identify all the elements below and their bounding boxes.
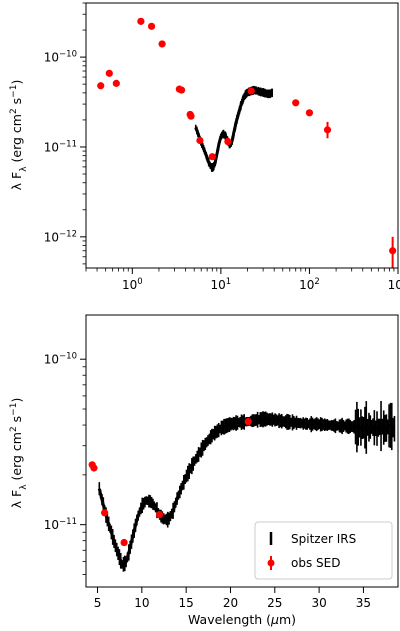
legend-entry-obs: obs SED bbox=[267, 556, 340, 570]
obs-sed-point bbox=[389, 247, 397, 255]
obs-sed-point bbox=[147, 22, 156, 30]
obs-sed-point bbox=[177, 86, 186, 94]
obs-sed-point bbox=[244, 417, 252, 426]
bottom-y-axis-label: λ Fλ (erg cm2 s−1) bbox=[9, 398, 29, 509]
legend-irs-label: Spitzer IRS bbox=[291, 532, 356, 546]
plot-area bbox=[88, 400, 396, 572]
bottom-tick-marks bbox=[80, 358, 364, 593]
obs-sed-point bbox=[137, 17, 145, 25]
tick-label: 5 bbox=[94, 596, 102, 610]
tick-label: 100 bbox=[122, 277, 143, 292]
tick-label: 30 bbox=[311, 596, 326, 610]
bottom-y-tick-labels: 10−10 10−11 bbox=[44, 352, 77, 532]
tick-label: 102 bbox=[299, 277, 320, 292]
bottom-plot-frame bbox=[85, 314, 399, 588]
obs-sed-point bbox=[97, 82, 105, 90]
obs-sed-point bbox=[196, 136, 204, 145]
tick-label: 10−10 bbox=[44, 352, 77, 367]
top-plot-frame bbox=[85, 2, 399, 269]
obs-sed-point bbox=[112, 79, 120, 87]
bottom-plot-marks bbox=[88, 400, 396, 572]
obs-sed-point bbox=[158, 40, 166, 48]
obs-sed-point bbox=[305, 109, 314, 117]
obs-sed-point bbox=[224, 137, 232, 146]
legend-box bbox=[254, 521, 393, 580]
bottom-x-tick-labels: 5 10 15 20 25 30 35 bbox=[94, 596, 371, 610]
obs-sed-point bbox=[292, 99, 300, 107]
top-y-axis-label: λ Fλ (erg cm2 s−1) bbox=[9, 80, 29, 191]
obs-sed-point bbox=[155, 511, 164, 519]
tick-label: 15 bbox=[179, 596, 194, 610]
irs-linear-panel: 5 10 15 20 25 30 35 10−10 10−11 λ Fλ (erg cm2 s… bbox=[9, 314, 399, 627]
tick-label: 10−10 bbox=[44, 50, 77, 65]
tick-label: 10 bbox=[134, 596, 149, 610]
obs-sed-point bbox=[208, 153, 216, 161]
legend-obs-label: obs SED bbox=[291, 556, 340, 570]
tick-label: 25 bbox=[267, 596, 282, 610]
sed-log-panel: 100 101 102 103 10−10 10−11 10−12 λ Fλ (erg c… bbox=[9, 2, 400, 292]
obs-sed-point bbox=[187, 112, 195, 120]
tick-label: 10−11 bbox=[44, 517, 77, 532]
obs-sed-point bbox=[323, 126, 332, 134]
tick-label: 101 bbox=[211, 277, 232, 292]
top-plot-marks bbox=[97, 17, 397, 268]
tick-label: 10−12 bbox=[44, 229, 77, 244]
tick-label: 103 bbox=[388, 277, 400, 292]
plot-area bbox=[97, 17, 397, 268]
obs-sed-point bbox=[120, 538, 128, 547]
top-tick-marks bbox=[80, 2, 399, 274]
tick-label: 10−11 bbox=[44, 139, 77, 154]
tick-label: 20 bbox=[223, 596, 238, 610]
legend-entry-irs: Spitzer IRS bbox=[269, 532, 356, 546]
obs-sed-point bbox=[101, 509, 109, 517]
bottom-x-axis-label: Wavelength (μm) bbox=[188, 612, 296, 627]
tick-label: 35 bbox=[356, 596, 371, 610]
legend: Spitzer IRS obs SED bbox=[254, 521, 393, 580]
obs-sed-point bbox=[90, 464, 98, 472]
legend-obs-marker bbox=[267, 559, 275, 567]
top-x-tick-labels: 100 101 102 103 bbox=[122, 277, 400, 292]
obs-sed-point bbox=[105, 69, 113, 77]
obs-sed-point bbox=[247, 87, 255, 95]
top-y-tick-labels: 10−10 10−11 10−12 bbox=[44, 50, 77, 245]
